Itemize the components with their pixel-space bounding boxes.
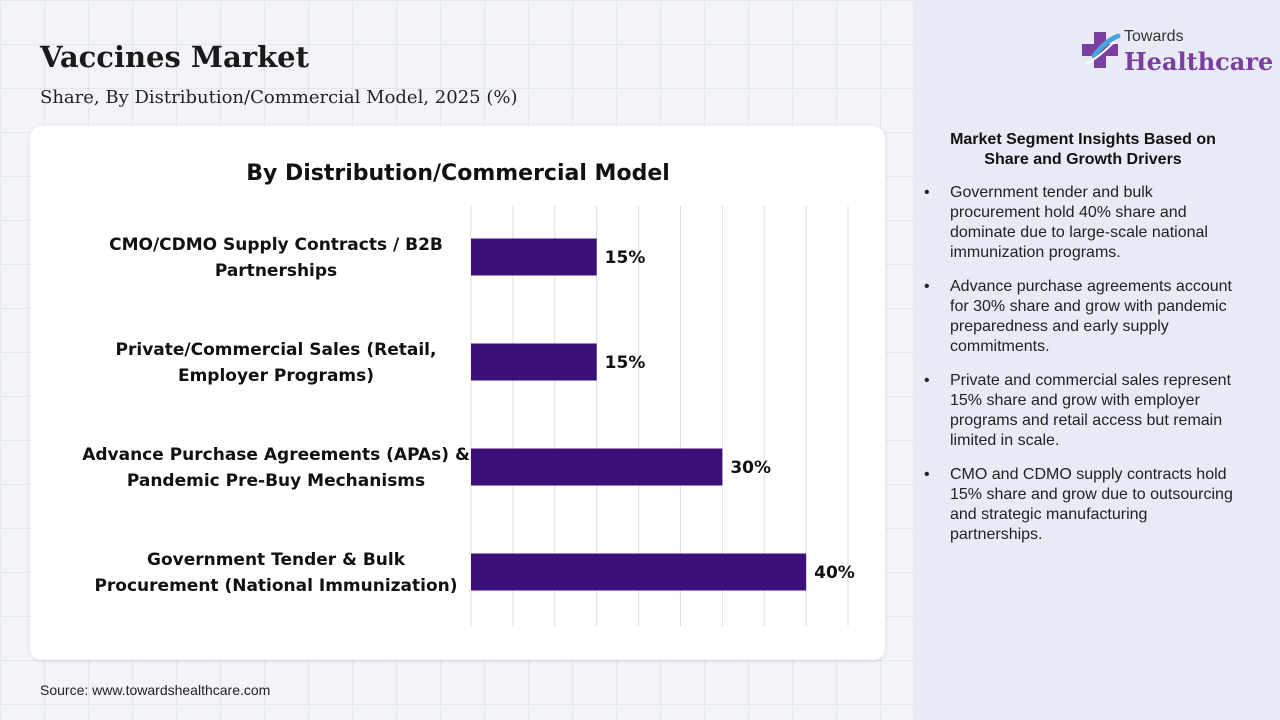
value-label: 15% <box>605 353 646 373</box>
brand-logo: Towards Healthcare <box>1080 28 1273 78</box>
bar <box>471 238 597 276</box>
insight-item: Government tender and bulk procurement h… <box>923 183 1243 263</box>
bar <box>471 343 597 381</box>
bar-chart: By Distribution/Commercial Model CMO/CDM… <box>82 161 855 626</box>
insight-item: Private and commercial sales represent 1… <box>923 371 1243 451</box>
value-labels: 15% 15% 30% 40% <box>605 248 855 583</box>
insight-item: CMO and CDMO supply contracts hold 15% s… <box>923 465 1243 545</box>
insights-list: Government tender and bulk procurement h… <box>923 183 1243 559</box>
insight-item: Advance purchase agreements account for … <box>923 277 1243 357</box>
bar <box>471 448 723 486</box>
chart-card: By Distribution/Commercial Model CMO/CDM… <box>30 126 885 660</box>
logo-small-text: Towards <box>1124 28 1184 45</box>
category-labels: CMO/CDMO Supply Contracts / B2B Partnersh… <box>82 235 470 596</box>
category-label: Advance Purchase Agreements (APAs) & Pand… <box>82 445 470 491</box>
value-label: 30% <box>730 458 771 478</box>
source-note: Source: www.towardshealthcare.com <box>40 682 271 698</box>
bars <box>471 238 807 591</box>
logo-big-text: Healthcare <box>1124 47 1274 76</box>
category-label: Government Tender & Bulk Procurement (Nat… <box>94 550 457 596</box>
category-label: CMO/CDMO Supply Contracts / B2B Partnersh… <box>109 235 443 281</box>
value-label: 15% <box>605 248 646 268</box>
page-title: Vaccines Market <box>40 40 310 74</box>
grid-lines <box>470 206 849 626</box>
page-subtitle: Share, By Distribution/Commercial Model,… <box>40 87 518 108</box>
insights-title: Market Segment Insights Based on Share a… <box>950 131 1216 168</box>
value-label: 40% <box>814 563 855 583</box>
medical-cross-icon <box>1082 32 1121 68</box>
bar <box>471 553 807 591</box>
insights-panel <box>913 0 1280 720</box>
category-label: Private/Commercial Sales (Retail, Employe… <box>116 340 437 386</box>
chart-title: By Distribution/Commercial Model <box>246 161 670 186</box>
